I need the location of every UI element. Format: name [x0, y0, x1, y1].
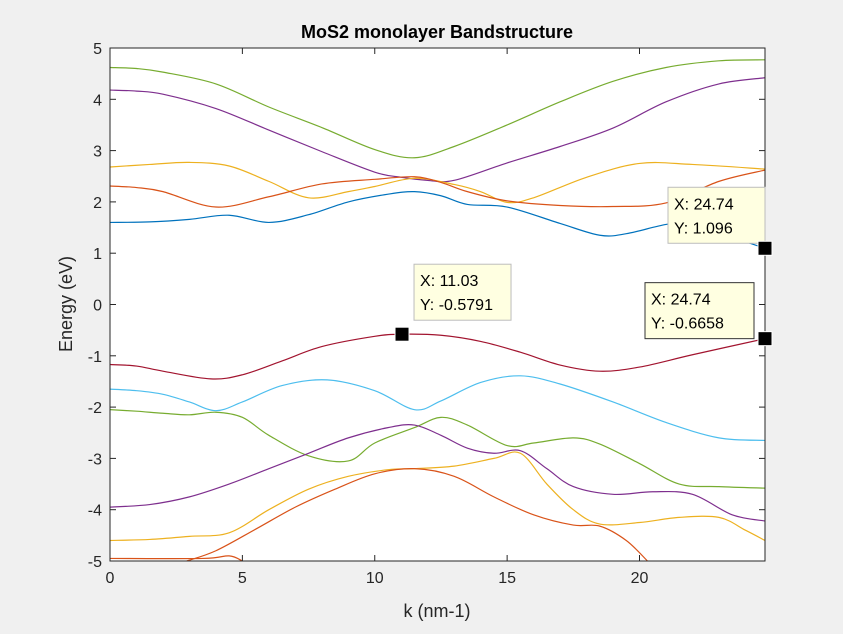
- y-tick-label: 2: [93, 195, 102, 212]
- datatip-x-text: X: 11.03: [420, 273, 479, 290]
- x-tick-label: 5: [238, 570, 247, 587]
- datatip[interactable]: X: 11.03 Y: -0.5791: [394, 263, 512, 342]
- y-tick-label: 3: [93, 144, 102, 161]
- y-axis-label: Energy (eV): [56, 256, 76, 352]
- band-line-10[interactable]: [110, 451, 765, 542]
- y-tick-label: -1: [88, 349, 102, 366]
- datatip[interactable]: X: 24.74 Y: 1.096: [667, 186, 773, 256]
- y-tick-label: -3: [88, 451, 102, 468]
- band-line-11[interactable]: [186, 468, 648, 561]
- x-axis-label: k (nm-1): [404, 601, 471, 621]
- y-tick-label: 1: [93, 246, 102, 263]
- datatip-y-text: Y: -0.6658: [651, 316, 724, 333]
- chart-title: MoS2 monolayer Bandstructure: [301, 22, 573, 42]
- band-line-1[interactable]: [110, 59, 765, 159]
- datatip-box: [667, 186, 766, 244]
- y-tick-label: 5: [93, 41, 102, 58]
- datatip-box: [413, 263, 512, 321]
- x-tick-label: 20: [631, 570, 649, 587]
- x-tick-label: 15: [498, 570, 516, 587]
- band-line-5[interactable]: [110, 191, 765, 249]
- datatip-marker[interactable]: [757, 240, 773, 256]
- datatip-y-text: Y: -0.5791: [420, 297, 493, 314]
- datatip-marker[interactable]: [394, 326, 410, 342]
- datatip-marker[interactable]: [757, 331, 773, 347]
- tick-layer: 0 5 10 15 20 -5 -4 -3 -2 -1 0 1 2 3 4 5: [88, 41, 765, 587]
- band-line-4[interactable]: [110, 169, 765, 208]
- datatip[interactable]: X: 24.74 Y: -0.6658: [644, 282, 773, 347]
- x-tick-label: 0: [106, 570, 115, 587]
- y-tick-label: -4: [88, 503, 102, 520]
- band-line-2[interactable]: [110, 77, 765, 183]
- band-line-9[interactable]: [110, 424, 765, 522]
- band-line-8[interactable]: [110, 409, 765, 489]
- band-line-7[interactable]: [110, 375, 765, 442]
- band-line-12[interactable]: [110, 555, 243, 561]
- y-tick-label: -2: [88, 400, 102, 417]
- y-tick-label: 0: [93, 298, 102, 315]
- datatip-x-text: X: 24.74: [674, 196, 734, 213]
- datatip-y-text: Y: 1.096: [674, 220, 733, 237]
- series-layer: [110, 59, 765, 561]
- y-tick-label: -5: [88, 554, 102, 571]
- datatip-box: [644, 282, 755, 340]
- x-tick-label: 10: [366, 570, 384, 587]
- datatip-x-text: X: 24.74: [651, 292, 711, 309]
- band-line-3[interactable]: [110, 161, 765, 204]
- y-tick-label: 4: [93, 92, 102, 109]
